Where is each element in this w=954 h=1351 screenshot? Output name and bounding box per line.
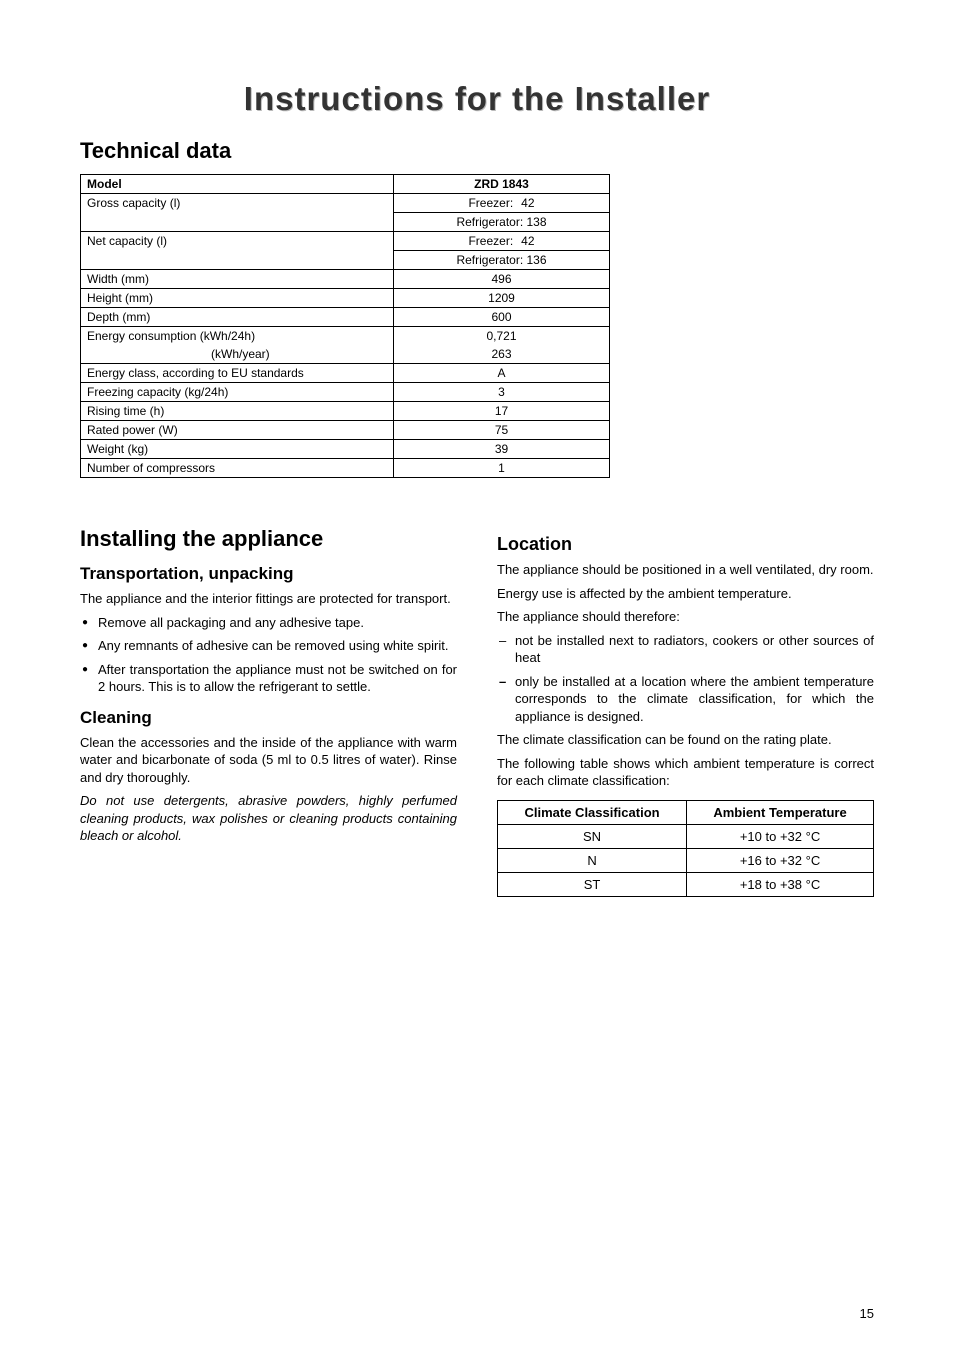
two-column-layout: Installing the appliance Transportation,… [80, 508, 874, 897]
paragraph: Energy use is affected by the ambient te… [497, 585, 874, 603]
table-row: N +16 to +32 °C [498, 849, 874, 873]
cell-value: 1209 [394, 289, 610, 308]
freezer-value: 42 [521, 234, 534, 248]
technical-data-table: Model ZRD 1843 Gross capacity (l) Freeze… [80, 174, 610, 478]
cell-value: 3 [394, 383, 610, 402]
cell-value: SN [498, 825, 687, 849]
cell-value: 600 [394, 308, 610, 327]
list-text: only be installed at a location where th… [515, 674, 874, 724]
cell-label: Energy class, according to EU standards [81, 364, 394, 383]
table-row: Gross capacity (l) Freezer: 42 [81, 194, 610, 213]
cell-label: Net capacity (l) [81, 232, 394, 270]
table-row: Freezing capacity (kg/24h) 3 [81, 383, 610, 402]
table-row: Number of compressors 1 [81, 459, 610, 478]
dash-list: not be installed next to radiators, cook… [497, 632, 874, 726]
cell-label: Depth (mm) [81, 308, 394, 327]
cell-label: Freezing capacity (kg/24h) [81, 383, 394, 402]
climate-header-class: Climate Classification [498, 801, 687, 825]
cell-label: Energy consumption (kWh/24h) [81, 327, 394, 346]
cell-label: Width (mm) [81, 270, 394, 289]
table-row: Climate Classification Ambient Temperatu… [498, 801, 874, 825]
cell-label: Rising time (h) [81, 402, 394, 421]
paragraph: The appliance should be positioned in a … [497, 561, 874, 579]
transport-heading: Transportation, unpacking [80, 564, 457, 584]
model-name: ZRD 1843 [394, 175, 610, 194]
climate-header-temp: Ambient Temperature [687, 801, 874, 825]
table-row: Width (mm) 496 [81, 270, 610, 289]
list-item: Remove all packaging and any adhesive ta… [80, 614, 457, 632]
paragraph-italic: Do not use detergents, abrasive powders,… [80, 792, 457, 845]
table-row: Rising time (h) 17 [81, 402, 610, 421]
list-item: Any remnants of adhesive can be removed … [80, 637, 457, 655]
cleaning-heading: Cleaning [80, 708, 457, 728]
cell-label: Number of compressors [81, 459, 394, 478]
table-row: Energy consumption (kWh/24h) 0,721 [81, 327, 610, 346]
table-row: Model ZRD 1843 [81, 175, 610, 194]
cell-value: 0,721 [394, 327, 610, 346]
technical-data-heading: Technical data [80, 138, 874, 164]
italic-text: Do not use detergents, abrasive powders,… [80, 793, 457, 843]
list-item: After transportation the appliance must … [80, 661, 457, 696]
table-row: Depth (mm) 600 [81, 308, 610, 327]
location-heading: Location [497, 534, 874, 555]
cell-label: Gross capacity (l) [81, 194, 394, 232]
cell-value: N [498, 849, 687, 873]
cell-value: Refrigerator: 136 [394, 251, 610, 270]
cell-label: Rated power (W) [81, 421, 394, 440]
cell-label: Weight (kg) [81, 440, 394, 459]
installing-heading: Installing the appliance [80, 526, 457, 552]
freezer-label: Freezer: [468, 196, 513, 210]
page-title: Instructions for the Installer [80, 80, 874, 118]
table-row: Height (mm) 1209 [81, 289, 610, 308]
cell-value: 263 [394, 345, 610, 364]
freezer-value: 42 [521, 196, 534, 210]
table-row: Weight (kg) 39 [81, 440, 610, 459]
cell-label: Height (mm) [81, 289, 394, 308]
table-row: Net capacity (l) Freezer: 42 [81, 232, 610, 251]
cell-value: ST [498, 873, 687, 897]
cell-value: Freezer: 42 [394, 232, 610, 251]
cell-value: Freezer: 42 [394, 194, 610, 213]
cell-value: 75 [394, 421, 610, 440]
table-row: ST +18 to +38 °C [498, 873, 874, 897]
paragraph: Clean the accessories and the inside of … [80, 734, 457, 787]
freezer-label: Freezer: [468, 234, 513, 248]
paragraph: The appliance and the interior fittings … [80, 590, 457, 608]
cell-value: 17 [394, 402, 610, 421]
table-row: Energy class, according to EU standards … [81, 364, 610, 383]
table-row: SN +10 to +32 °C [498, 825, 874, 849]
page: Instructions for the Installer Technical… [0, 0, 954, 1351]
cell-value: 496 [394, 270, 610, 289]
list-item: –only be installed at a location where t… [497, 673, 874, 726]
cell-label: (kWh/year) [81, 345, 394, 364]
table-row: (kWh/year) 263 [81, 345, 610, 364]
model-header: Model [81, 175, 394, 194]
bullet-list: Remove all packaging and any adhesive ta… [80, 614, 457, 696]
cell-value: +10 to +32 °C [687, 825, 874, 849]
cell-value: 1 [394, 459, 610, 478]
paragraph: The climate classification can be found … [497, 731, 874, 749]
cell-value: +18 to +38 °C [687, 873, 874, 897]
left-column: Installing the appliance Transportation,… [80, 508, 457, 897]
paragraph: The appliance should therefore: [497, 608, 874, 626]
cell-value: 39 [394, 440, 610, 459]
cell-value: +16 to +32 °C [687, 849, 874, 873]
climate-table: Climate Classification Ambient Temperatu… [497, 800, 874, 897]
cell-value: Refrigerator: 138 [394, 213, 610, 232]
right-column: Location The appliance should be positio… [497, 508, 874, 897]
list-item: not be installed next to radiators, cook… [497, 632, 874, 667]
paragraph: The following table shows which ambient … [497, 755, 874, 790]
table-row: Rated power (W) 75 [81, 421, 610, 440]
cell-value: A [394, 364, 610, 383]
page-number: 15 [860, 1306, 874, 1321]
